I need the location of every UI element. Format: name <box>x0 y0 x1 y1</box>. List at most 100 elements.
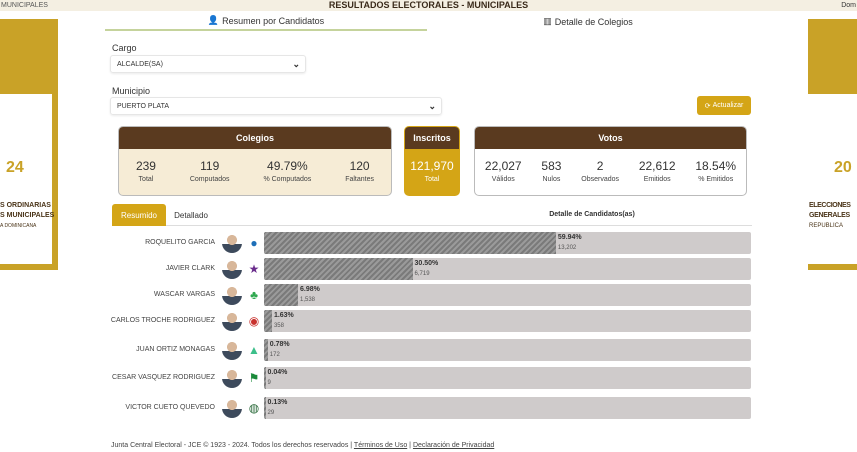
stat-item: 2 Observados <box>581 159 619 183</box>
party-logo-icon: ● <box>250 236 258 250</box>
stat-value: 239 <box>135 159 156 173</box>
stat-value: 119 <box>200 159 220 173</box>
municipio-select[interactable]: PUERTO PLATA ⌄ <box>110 97 442 115</box>
stat-label: Total <box>424 176 440 183</box>
stat-label: Computados <box>189 176 230 183</box>
stat-value: 49.79% <box>267 159 308 173</box>
vote-bar: 30.50% 6,719 <box>264 258 751 280</box>
stat-value: 120 <box>349 159 370 173</box>
vote-percent: 1.63% <box>273 312 294 319</box>
vote-bar-fill <box>264 310 272 332</box>
candidate-name: JUAN ORTIZ MONAGAS <box>136 346 215 353</box>
vote-count: 358 <box>273 323 284 329</box>
stat-value: 18.54% <box>695 159 737 173</box>
stat-label: Observados <box>581 176 620 183</box>
stat-value: 22,612 <box>638 159 676 173</box>
candidate-name: CESAR VASQUEZ RODRIGUEZ <box>112 374 215 381</box>
left-election-banner: 24 S ORDINARIAS S MUNICIPALES A DOMINICA… <box>0 19 58 270</box>
header-left-text: MUNICIPALES <box>1 2 48 9</box>
top-header: MUNICIPALES RESULTADOS ELECTORALES - MUN… <box>0 0 857 11</box>
page-title: RESULTADOS ELECTORALES - MUNICIPALES <box>328 0 529 10</box>
vote-bar: 6.98% 1,538 <box>264 284 751 306</box>
tab-label: Resumen por Candidatos <box>222 15 325 26</box>
banner-year: 20 <box>834 159 852 176</box>
candidate-photo <box>222 311 242 331</box>
vote-bar-fill <box>264 367 266 389</box>
party-logo-icon: ⚑ <box>248 371 260 385</box>
card-title: Colegios <box>119 127 391 149</box>
candidate-photo <box>222 340 242 360</box>
candidate-photo <box>222 285 242 305</box>
banner-line: ELECCIONES <box>809 202 851 209</box>
party-logo-icon: ◉ <box>248 314 260 328</box>
stat-item: 239 Total <box>136 159 156 183</box>
tab-label: Detalle de Colegios <box>554 16 633 27</box>
terms-link[interactable]: Términos de Uso <box>353 442 408 449</box>
stat-value: 583 <box>541 159 562 173</box>
vote-percent: 59.94% <box>557 234 582 241</box>
vote-percent: 30.50% <box>414 260 439 267</box>
copyright-text: Junta Central Electoral - JCE © 1923 - 2… <box>111 442 353 449</box>
header-right-text: Dom <box>841 2 856 9</box>
vote-count: 1,538 <box>299 297 315 303</box>
subtabs: Resumido Detallado Detalle de Candidatos… <box>112 204 752 226</box>
vote-bar: 1.63% 358 <box>264 310 751 332</box>
cargo-label: Cargo <box>112 43 137 53</box>
candidate-row: WASCAR VARGAS ♣ 6.98% 1,538 <box>112 283 752 307</box>
candidate-name: WASCAR VARGAS <box>153 291 215 298</box>
building-icon: ▥ <box>543 16 552 26</box>
stat-value: 22,027 <box>484 159 522 173</box>
stat-item: 22,027 Válidos <box>485 159 522 183</box>
vote-count: 6,719 <box>414 271 430 277</box>
stat-label: Faltantes <box>345 176 374 183</box>
vote-bar-fill <box>264 258 413 280</box>
candidate-photo <box>222 368 242 388</box>
subtab-resumido[interactable]: Resumido <box>112 204 166 226</box>
cargo-select[interactable]: ALCALDE(SA) ⌄ <box>110 55 306 73</box>
stat-label: % Computados <box>263 176 312 183</box>
candidate-photo <box>222 259 242 279</box>
stat-item: 49.79% % Computados <box>263 159 311 183</box>
municipio-value: PUERTO PLATA <box>117 102 169 110</box>
candidate-name: ROQUELITO GARCIA <box>145 239 215 246</box>
candidate-photo <box>222 398 242 418</box>
banner-year: 24 <box>6 159 24 176</box>
tab-resumen-candidatos[interactable]: 👤 Resumen por Candidatos <box>105 12 427 31</box>
vote-count: 13,202 <box>557 245 577 251</box>
main-tabs: 👤 Resumen por Candidatos ▥ Detalle de Cole… <box>105 12 755 32</box>
vote-percent: 6.98% <box>299 286 320 293</box>
stat-value: 2 <box>596 159 604 173</box>
separator: | <box>409 442 411 449</box>
stat-label: Total <box>138 176 154 183</box>
stat-label: % Emitidos <box>698 176 734 183</box>
subtab-detallado[interactable]: Detallado <box>174 210 208 220</box>
inscritos-card: Inscritos 121,970 Total <box>404 126 460 196</box>
vote-bar-fill <box>264 232 556 254</box>
candidate-name: JAVIER CLARK <box>165 265 215 272</box>
candidate-row: ROQUELITO GARCIA ● 59.94% 13,202 <box>112 231 752 255</box>
candidate-row: VICTOR CUETO QUEVEDO ◍ 0.13% 29 <box>112 396 752 420</box>
actualizar-button[interactable]: ⟳ Actualizar <box>697 96 751 115</box>
detalle-candidatos-title: Detalle de Candidatos(as) <box>549 211 635 218</box>
vote-bar: 0.13% 29 <box>264 397 751 419</box>
card-title: Inscritos <box>405 127 459 149</box>
vote-bar: 59.94% 13,202 <box>264 232 751 254</box>
banner-line: GENERALES <box>809 212 850 219</box>
privacy-link[interactable]: Declaración de Privacidad <box>412 442 495 449</box>
tab-detalle-colegios[interactable]: ▥ Detalle de Colegios <box>427 12 749 31</box>
party-logo-icon: ♣ <box>250 288 258 302</box>
candidate-name: VICTOR CUETO QUEVEDO <box>125 404 215 411</box>
vote-bar: 0.04% 9 <box>264 367 751 389</box>
stat-value: 121,970 <box>410 159 454 173</box>
stat-item: 119 Computados <box>190 159 230 183</box>
party-logo-icon: ★ <box>248 262 260 276</box>
chevron-down-icon: ⌄ <box>292 59 300 69</box>
candidate-row: CARLOS TROCHE RODRIGUEZ ◉ 1.63% 358 <box>111 309 752 333</box>
candidate-row: CESAR VASQUEZ RODRIGUEZ ⚑ 0.04% 9 <box>112 366 752 390</box>
stat-label: Nulos <box>542 176 561 183</box>
party-logo-icon: ▲ <box>248 343 260 357</box>
card-title: Votos <box>475 127 746 149</box>
refresh-icon: ⟳ <box>704 102 711 110</box>
vote-percent: 0.04% <box>267 369 288 376</box>
vote-bar-fill <box>264 284 298 306</box>
